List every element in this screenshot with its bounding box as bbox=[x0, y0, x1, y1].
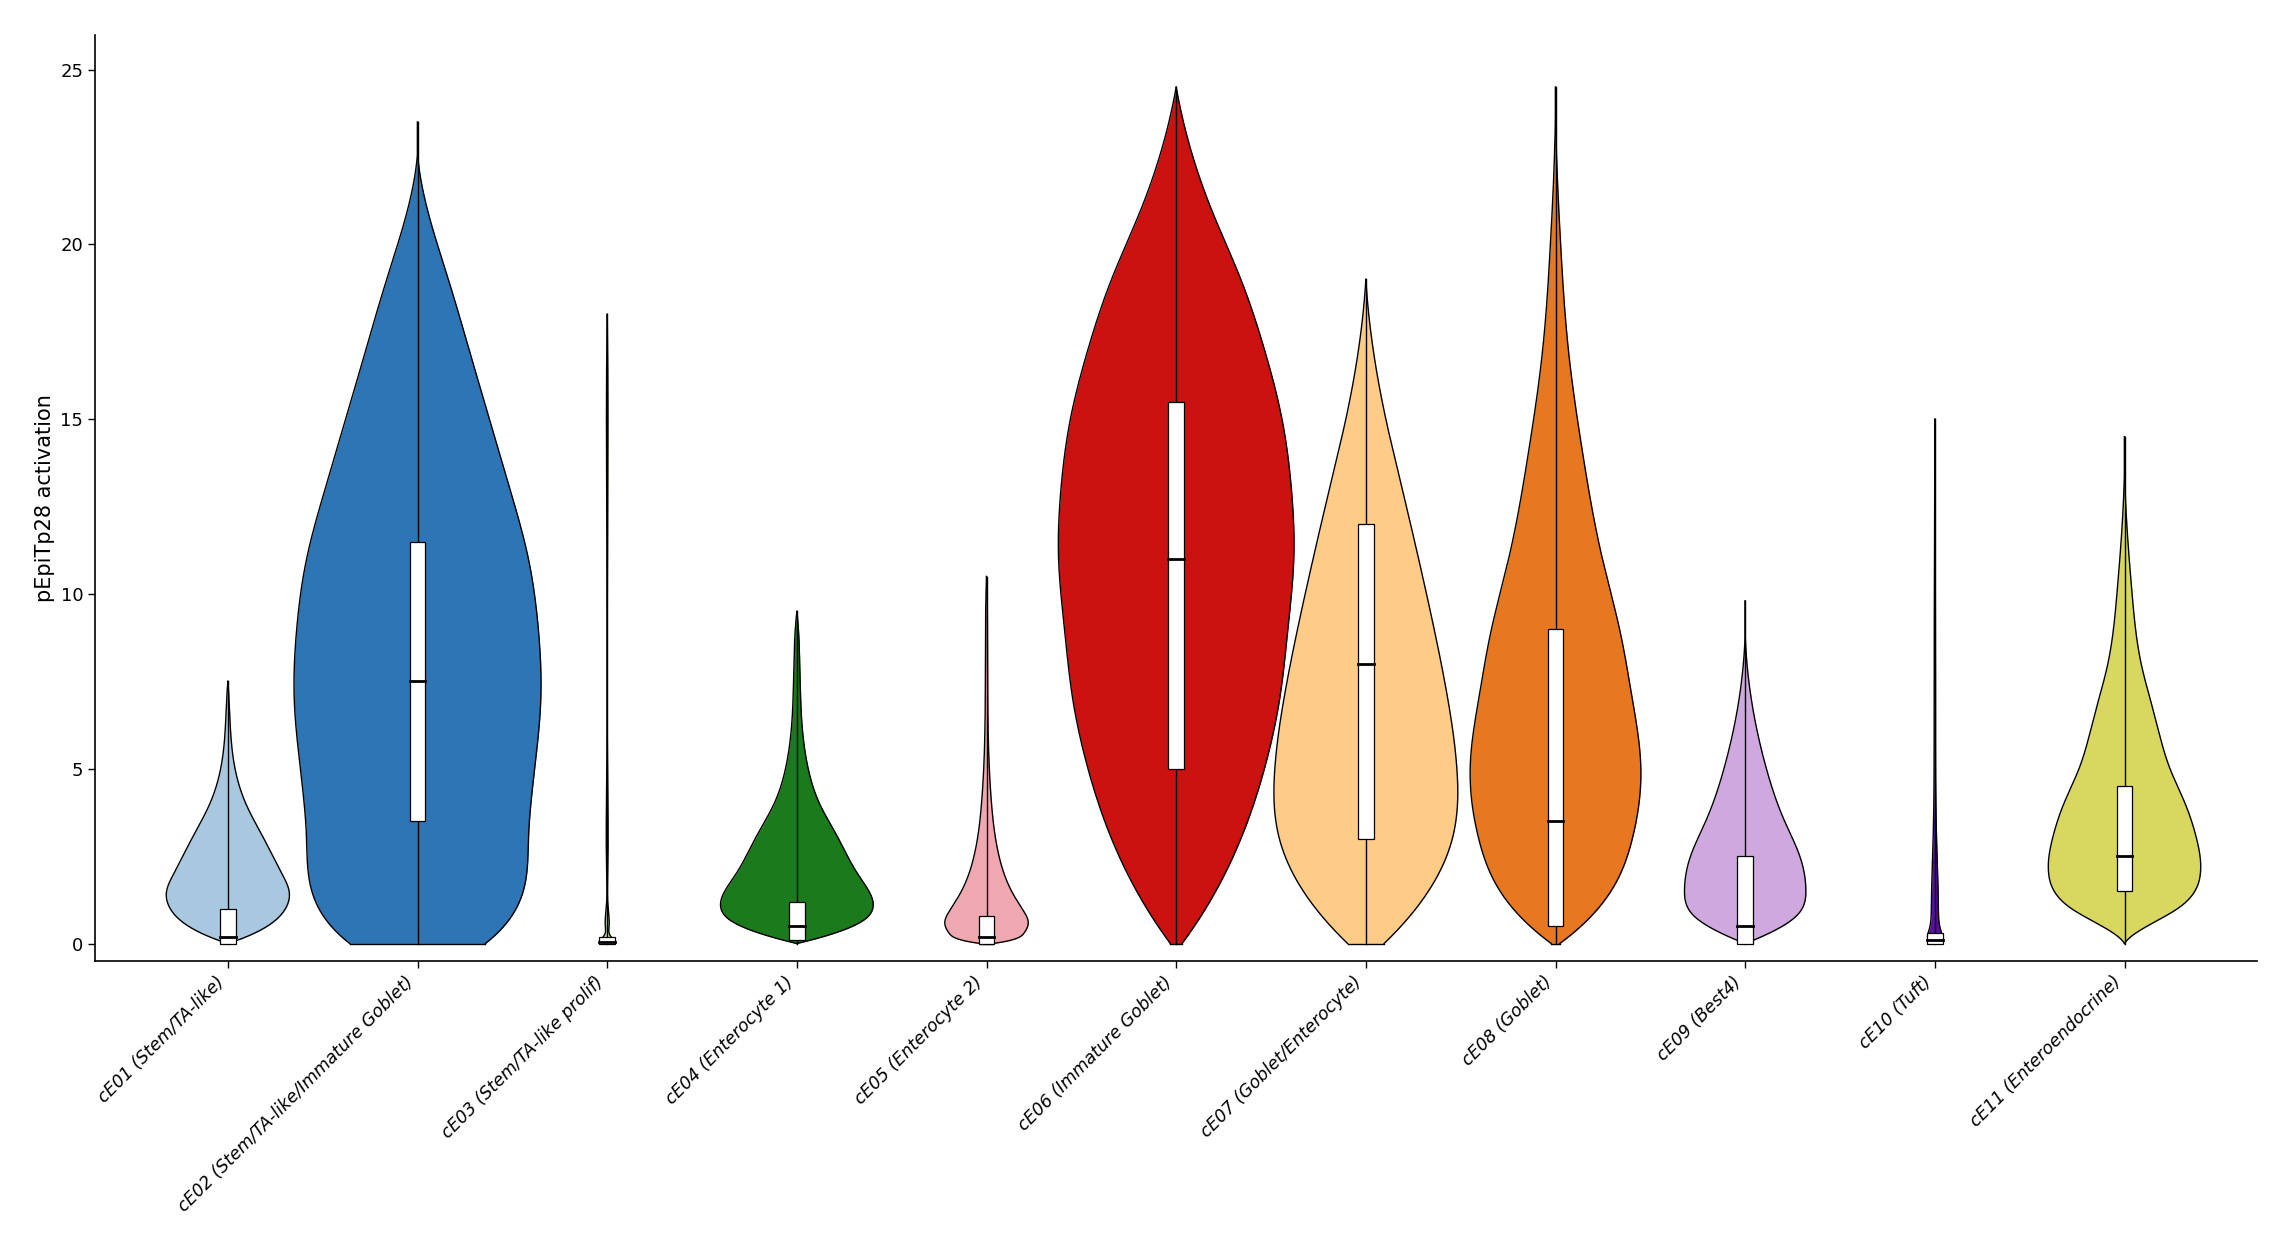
Bar bbox=[1928, 932, 1944, 944]
Bar bbox=[220, 909, 236, 944]
Bar bbox=[1737, 856, 1753, 944]
Bar bbox=[410, 541, 426, 821]
Y-axis label: pEpiTp28 activation: pEpiTp28 activation bbox=[34, 394, 55, 601]
Bar bbox=[2116, 786, 2132, 891]
Bar bbox=[1357, 524, 1373, 839]
Bar bbox=[788, 901, 804, 940]
Bar bbox=[1169, 401, 1185, 769]
Bar bbox=[979, 915, 995, 944]
Bar bbox=[1547, 629, 1563, 926]
Bar bbox=[598, 936, 614, 944]
